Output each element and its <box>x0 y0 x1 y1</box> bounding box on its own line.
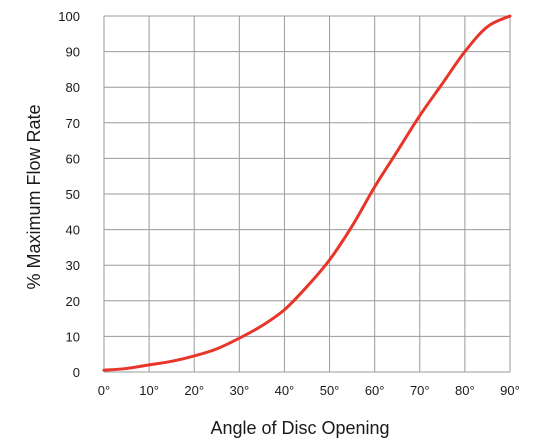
y-tick-label: 10 <box>66 329 80 344</box>
y-tick-label: 100 <box>58 9 80 24</box>
y-tick-label: 50 <box>66 187 80 202</box>
grid <box>103 15 511 373</box>
y-axis-label: % Maximum Flow Rate <box>24 104 44 289</box>
x-tick-label: 80° <box>455 383 475 398</box>
y-tick-label: 30 <box>66 258 80 273</box>
y-tick-label: 40 <box>66 223 80 238</box>
x-axis-label: Angle of Disc Opening <box>210 418 389 438</box>
x-tick-label: 20° <box>184 383 204 398</box>
x-tick-label: 70° <box>410 383 430 398</box>
x-tick-label: 0° <box>98 383 110 398</box>
x-axis-ticks: 0° 10° 20° 30° 40° 50° 60° 70° 80° 90° <box>98 383 520 398</box>
x-tick-label: 40° <box>275 383 295 398</box>
y-tick-label: 20 <box>66 294 80 309</box>
y-tick-label: 0 <box>73 365 80 380</box>
x-tick-label: 90° <box>500 383 520 398</box>
x-tick-label: 10° <box>139 383 159 398</box>
y-tick-label: 70 <box>66 116 80 131</box>
y-tick-label: 90 <box>66 45 80 60</box>
x-tick-label: 30° <box>229 383 249 398</box>
series-line <box>102 14 512 372</box>
x-tick-label: 50° <box>320 383 340 398</box>
x-tick-label: 60° <box>365 383 385 398</box>
y-axis-ticks: 0 10 20 30 40 50 60 70 80 90 100 <box>58 9 80 380</box>
y-tick-label: 60 <box>66 151 80 166</box>
y-tick-label: 80 <box>66 80 80 95</box>
